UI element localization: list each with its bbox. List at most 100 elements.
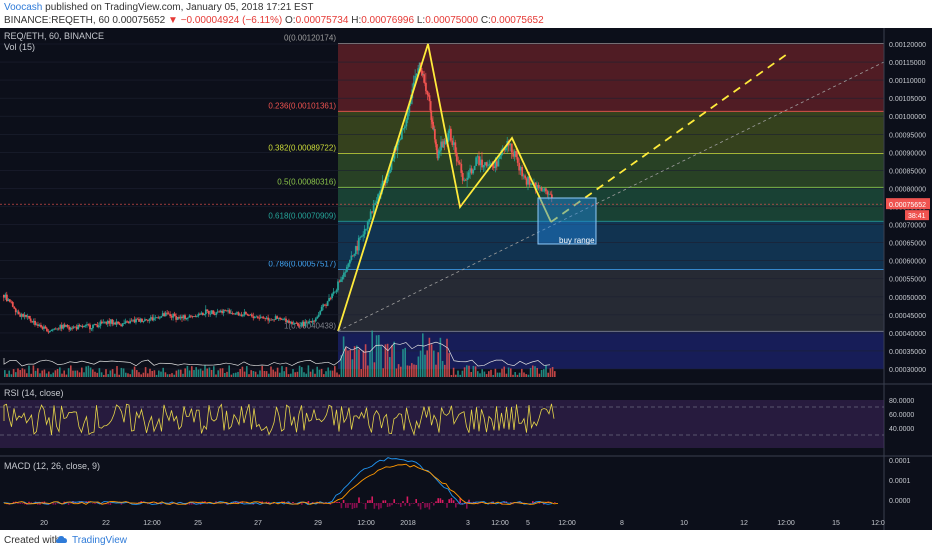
candle-body xyxy=(304,321,307,327)
candle-body xyxy=(512,152,515,157)
time-tick-label: 10 xyxy=(680,520,688,527)
candle-body xyxy=(111,319,114,325)
candle-body xyxy=(176,317,179,320)
volume-bar xyxy=(237,371,239,377)
volume-bar xyxy=(488,371,490,377)
candle-body xyxy=(314,318,317,322)
low-value: 0.00075000 xyxy=(425,15,479,26)
candle-body xyxy=(395,148,397,151)
candle-body xyxy=(412,82,415,90)
candle-body xyxy=(227,310,230,312)
candle-body xyxy=(513,151,516,157)
fib-level-label: 0.618(0.00070909) xyxy=(268,211,336,220)
candle-body xyxy=(63,324,66,327)
candle-body xyxy=(387,173,390,177)
candle-body xyxy=(167,313,170,315)
candle-body xyxy=(431,119,434,122)
price-tick-label: 0.00060000 xyxy=(889,259,926,266)
volume-bar xyxy=(507,367,510,377)
time-tick-label: 8 xyxy=(620,520,624,527)
volume-bar xyxy=(371,330,373,377)
candle-body xyxy=(525,178,528,185)
macd-histogram-bar xyxy=(419,503,422,510)
tradingview-chart[interactable]: 0(0.00120174) 0.236(0.00101361) 0.382(0.00… xyxy=(0,28,932,530)
candle-body xyxy=(443,141,446,144)
volume-bar xyxy=(56,368,59,377)
candle-body xyxy=(493,166,495,169)
price-tick-label: 0.00070000 xyxy=(889,223,926,230)
volume-bar xyxy=(298,365,301,377)
macd-histogram-bar xyxy=(532,501,534,503)
candle-body xyxy=(175,316,178,320)
volume-bar xyxy=(162,367,164,377)
volume-bar xyxy=(483,371,486,377)
macd-histogram-bar xyxy=(268,501,270,503)
drawings[interactable] xyxy=(0,43,885,332)
candle-body xyxy=(311,320,314,323)
author-link[interactable]: Voocash xyxy=(4,2,43,13)
candle-body xyxy=(108,320,111,324)
volume-bar xyxy=(422,333,424,377)
candle-body xyxy=(524,175,527,179)
macd-histogram-bar xyxy=(67,503,70,505)
volume-bar xyxy=(441,360,444,377)
macd-histogram-bar xyxy=(292,502,294,503)
candle-body xyxy=(354,246,357,255)
macd-histogram-bar xyxy=(206,503,208,505)
candle-body xyxy=(77,324,80,330)
candle-body xyxy=(40,324,42,328)
candle-body xyxy=(444,139,447,144)
candle-body xyxy=(375,201,378,204)
candle-body xyxy=(454,142,457,153)
candle-body xyxy=(133,319,136,323)
candle-body xyxy=(447,133,450,142)
candle-body xyxy=(179,316,182,319)
candle-body xyxy=(288,320,290,323)
candle-body xyxy=(279,317,282,320)
volume-bar xyxy=(241,366,244,377)
candle-body xyxy=(550,194,553,199)
candle-body xyxy=(69,327,72,330)
macd-histogram-bar xyxy=(395,503,398,504)
macd-histogram-bar xyxy=(446,503,448,508)
volume-bar xyxy=(525,374,527,377)
candle-body xyxy=(154,317,157,319)
macd-histogram-bar xyxy=(307,501,310,503)
volume-bar xyxy=(415,364,417,377)
candle-body xyxy=(389,169,391,174)
time-tick-label: 29 xyxy=(314,520,322,527)
candle-body xyxy=(543,188,546,191)
price-tick-label: 0.00030000 xyxy=(889,367,926,374)
macd-histogram-bar xyxy=(160,503,162,505)
tradingview-brand[interactable]: TradingView xyxy=(72,535,128,546)
candle-body xyxy=(426,91,429,95)
volume-bar xyxy=(382,368,384,377)
volume-bar xyxy=(340,355,343,377)
candle-body xyxy=(147,320,149,321)
macd-histogram-bar xyxy=(397,503,400,505)
candle-body xyxy=(84,325,87,327)
fibonacci-retracement[interactable]: 0(0.00120174) 0.236(0.00101361) 0.382(0.00… xyxy=(268,33,884,369)
macd-histogram-bar xyxy=(490,503,492,505)
macd-histogram-bar xyxy=(543,503,545,505)
candle-body xyxy=(442,141,445,148)
candle-body xyxy=(271,319,274,321)
volume-bar xyxy=(279,372,281,377)
macd-histogram-bar xyxy=(349,503,351,505)
macd-histogram-bar xyxy=(441,499,444,503)
fib-level-label: 0.236(0.00101361) xyxy=(268,101,336,110)
candle-body xyxy=(425,91,428,92)
macd-histogram-bar xyxy=(455,503,457,508)
volume-bar xyxy=(213,366,215,377)
candle-body xyxy=(83,326,85,328)
volume-bar xyxy=(538,373,541,377)
macd-histogram-bar xyxy=(380,503,382,509)
volume-bar xyxy=(375,335,378,377)
candle-body xyxy=(178,317,181,319)
rsi-tick-label: 60.0000 xyxy=(889,412,914,419)
candle-body xyxy=(458,162,461,164)
macd-histogram-bar xyxy=(437,498,439,503)
volume-bar xyxy=(490,369,492,377)
volume-bar xyxy=(173,374,175,377)
volume-bar xyxy=(122,368,125,377)
